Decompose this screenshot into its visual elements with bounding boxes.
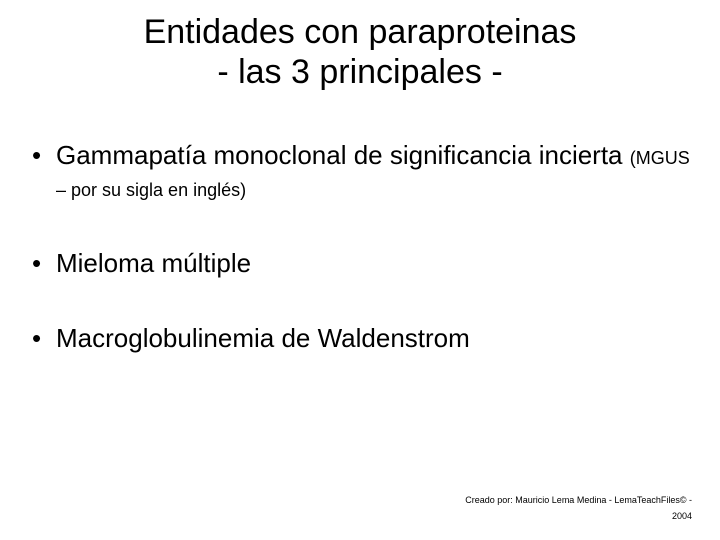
bullet-3-text: Macroglobulinemia de Waldenstrom — [56, 323, 470, 353]
title-line-2: - las 3 principales - — [217, 53, 502, 91]
slide-title: Entidades con paraproteinas - las 3 prin… — [28, 12, 692, 92]
bullet-1-main: Gammapatía monoclonal de significancia i… — [56, 140, 630, 170]
slide-footer: Creado por: Mauricio Lema Medina - LemaT… — [465, 493, 692, 524]
bullet-2-text: Mieloma múltiple — [56, 248, 251, 278]
footer-year: 2004 — [465, 509, 692, 524]
list-item: Mieloma múltiple — [30, 248, 692, 280]
footer-credit: Creado por: Mauricio Lema Medina - LemaT… — [465, 493, 692, 508]
slide-container: Entidades con paraproteinas - las 3 prin… — [0, 0, 720, 540]
bullet-list: Gammapatía monoclonal de significancia i… — [30, 140, 692, 355]
title-line-1: Entidades con paraproteinas — [144, 13, 577, 51]
list-item: Macroglobulinemia de Waldenstrom — [30, 323, 692, 355]
list-item: Gammapatía monoclonal de significancia i… — [30, 140, 692, 203]
